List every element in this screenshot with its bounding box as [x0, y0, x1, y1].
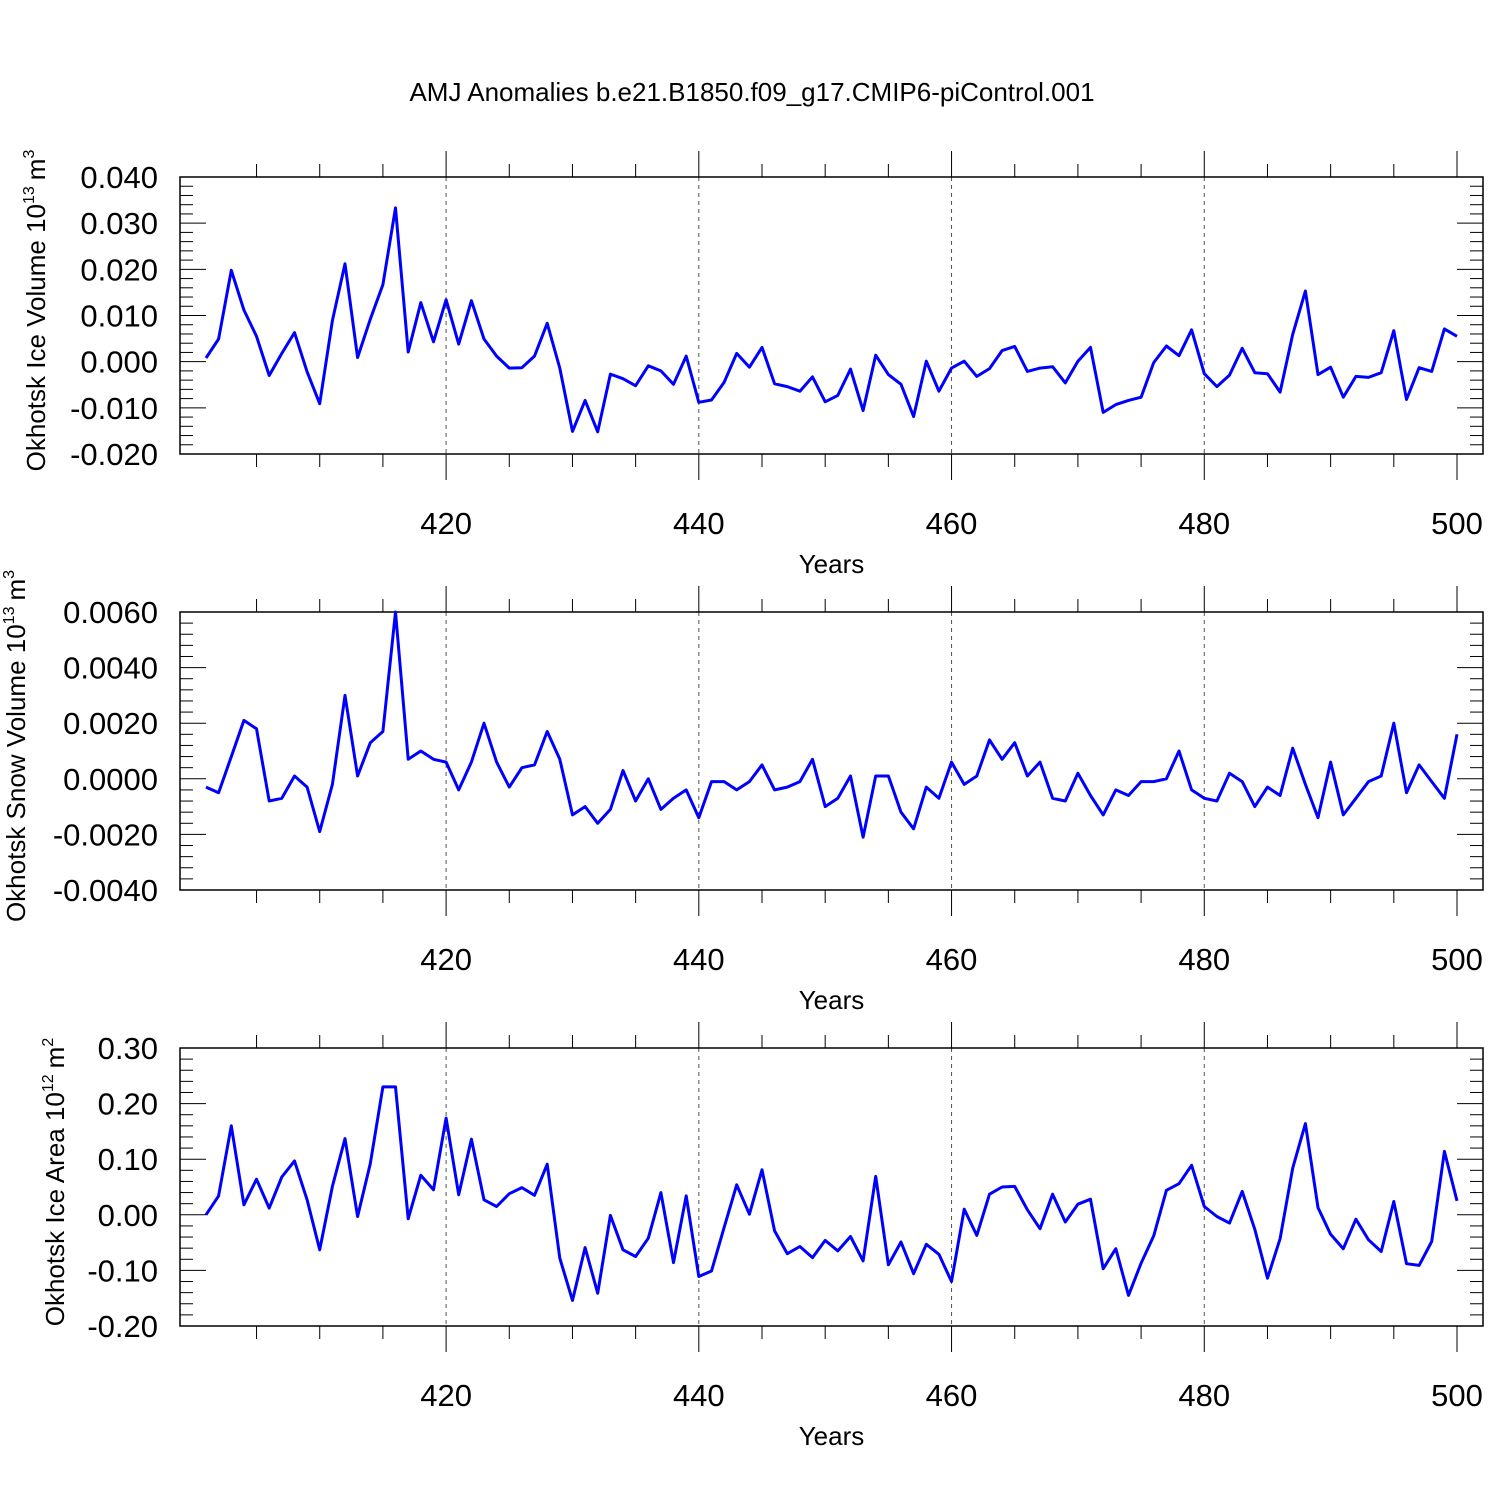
ice-area-ytick-label: -0.10 [87, 1253, 158, 1288]
ice-volume-panel: -0.020 -0.010 0.000 0.010 0.020 0.030 0.040 42… [21, 150, 1484, 579]
snow-volume-x-axis-title: Years [799, 985, 865, 1015]
ice-volume-series-line [204, 206, 1458, 434]
snow-volume-ytick-label: 0.0000 [63, 762, 158, 797]
ice-area-ylabel-exponent: 12 [40, 1074, 57, 1092]
ice-volume-ylabel-unit-exponent: 3 [21, 150, 38, 159]
chart-title: AMJ Anomalies b.e21.B1850.f09_g17.CMIP6-… [409, 77, 1094, 107]
snow-volume-ytick-label: 0.0060 [63, 595, 158, 630]
snow-volume-xtick-label: 440 [673, 942, 725, 977]
snow-volume-xtick-label: 500 [1431, 942, 1483, 977]
ice-volume-ticks [180, 151, 1483, 480]
ice-area-x-axis-title: Years [799, 1421, 865, 1451]
ice-volume-y-axis-title: Okhotsk Ice Volume 1013 m3 [21, 150, 51, 472]
ice-area-xtick-label: 500 [1431, 1378, 1483, 1413]
ice-volume-ylabel-text: Okhotsk Ice Volume 10 [21, 204, 51, 471]
snow-volume-ylabel-unit: m [1, 579, 31, 601]
snow-volume-ticks [180, 586, 1483, 916]
ice-area-frame [179, 1047, 1484, 1327]
ice-area-ytick-label: 0.20 [98, 1087, 158, 1122]
ice-area-ytick-label: -0.20 [87, 1309, 158, 1344]
snow-volume-grid [445, 612, 1205, 890]
ice-area-ytick-labels: -0.20 -0.10 0.00 0.10 0.20 0.30 [87, 1031, 158, 1344]
ice-volume-ylabel-exponent: 13 [21, 186, 38, 204]
ice-area-y-axis-title: Okhotsk Ice Area 1012 m2 [40, 1038, 70, 1327]
ice-volume-xtick-labels: 420 440 460 480 500 [420, 506, 1483, 541]
snow-volume-ytick-labels: -0.0040 -0.0020 0.0000 0.0020 0.0040 0.0060 [53, 595, 158, 908]
snow-volume-xtick-label: 420 [420, 942, 472, 977]
snow-volume-ytick-label: -0.0020 [53, 817, 158, 852]
snow-volume-series-line [205, 610, 1459, 839]
ice-area-xtick-label: 440 [673, 1378, 725, 1413]
ice-area-ytick-label: 0.30 [98, 1031, 158, 1066]
ice-area-xtick-label: 480 [1178, 1378, 1230, 1413]
ice-area-ticks [180, 1022, 1483, 1352]
ice-volume-xtick-label: 500 [1431, 506, 1483, 541]
ice-volume-ytick-label: 0.030 [80, 206, 158, 241]
ice-area-grid [445, 1048, 1205, 1326]
ice-volume-xtick-label: 460 [926, 506, 978, 541]
ice-area-panel: -0.20 -0.10 0.00 0.10 0.20 0.30 420 440 460 480 5… [40, 1022, 1484, 1451]
ice-volume-x-axis-title: Years [799, 549, 865, 579]
ice-area-ylabel-unit: m [40, 1047, 70, 1069]
snow-volume-frame [179, 611, 1484, 891]
snow-volume-xtick-label: 480 [1178, 942, 1230, 977]
snow-volume-ytick-label: 0.0040 [63, 651, 158, 686]
snow-volume-ylabel-text: Okhotsk Snow Volume 10 [1, 624, 31, 922]
ice-area-xtick-labels: 420 440 460 480 500 [420, 1378, 1483, 1413]
ice-volume-ytick-label: -0.010 [70, 391, 158, 426]
snow-volume-xtick-label: 460 [926, 942, 978, 977]
ice-volume-frame [179, 176, 1484, 455]
snow-volume-ytick-label: 0.0020 [63, 706, 158, 741]
ice-volume-ytick-label: 0.020 [80, 252, 158, 287]
ice-volume-ytick-labels: -0.020 -0.010 0.000 0.010 0.020 0.030 0.040 [70, 160, 158, 472]
ice-volume-ytick-label: 0.040 [80, 160, 158, 195]
ice-volume-grid [445, 177, 1205, 454]
ice-area-ylabel-text: Okhotsk Ice Area 10 [40, 1092, 70, 1326]
ice-area-ytick-label: 0.10 [98, 1142, 158, 1177]
ice-volume-ytick-label: 0.000 [80, 345, 158, 380]
snow-volume-ylabel-exponent: 13 [1, 606, 18, 624]
ice-area-xtick-label: 460 [926, 1378, 978, 1413]
snow-volume-ylabel-unit-exponent: 3 [1, 570, 18, 579]
snow-volume-ytick-label: -0.0040 [53, 873, 158, 908]
ice-volume-xtick-label: 420 [420, 506, 472, 541]
ice-area-series-line [204, 1085, 1459, 1302]
ice-volume-ytick-label: 0.010 [80, 299, 158, 334]
snow-volume-y-axis-title: Okhotsk Snow Volume 1013 m3 [1, 570, 31, 922]
ice-volume-xtick-label: 440 [673, 506, 725, 541]
ice-volume-xtick-label: 480 [1178, 506, 1230, 541]
ice-volume-ylabel-unit: m [21, 159, 51, 181]
snow-volume-panel: -0.0040 -0.0020 0.0000 0.0020 0.0040 0.0060 4… [1, 570, 1484, 1015]
ice-area-ytick-label: 0.00 [98, 1198, 158, 1233]
ice-volume-ytick-label: -0.020 [70, 437, 158, 472]
snow-volume-xtick-labels: 420 440 460 480 500 [420, 942, 1483, 977]
ice-area-ylabel-unit-exponent: 2 [40, 1038, 57, 1047]
ice-area-xtick-label: 420 [420, 1378, 472, 1413]
